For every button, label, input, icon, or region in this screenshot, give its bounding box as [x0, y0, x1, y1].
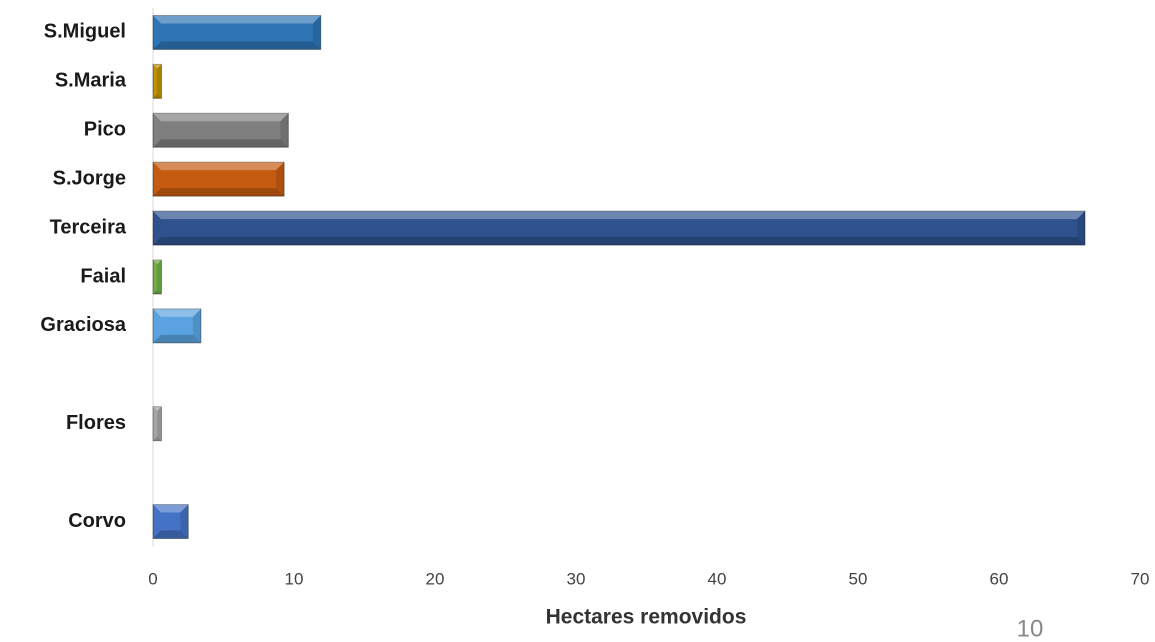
x-tick-label: 50 [849, 569, 868, 588]
bar-bevel [153, 504, 189, 513]
bar-bevel [153, 113, 289, 122]
x-tick-label: 20 [426, 569, 445, 588]
bar [152, 308, 202, 344]
bar-bevel [153, 436, 162, 441]
bar-bevel [153, 64, 162, 69]
bar-bevel [153, 188, 285, 197]
bar [152, 63, 162, 99]
bar-bevel [312, 15, 321, 50]
bar-bevel [153, 94, 162, 99]
x-tick-label: 60 [990, 569, 1009, 588]
y-tick-label: Corvo [68, 510, 126, 532]
x-tick-label: 10 [285, 569, 304, 588]
y-tick-label: Graciosa [40, 314, 126, 336]
bar-bevel [153, 289, 162, 294]
bar-bevel [153, 237, 1086, 246]
page-number: 10 [1017, 615, 1044, 642]
bar-bevel [157, 406, 162, 441]
bar-bevel [153, 41, 321, 50]
x-tick-label: 30 [567, 569, 586, 588]
x-tick-label: 40 [708, 569, 727, 588]
y-tick-label: Pico [84, 119, 126, 141]
bar-bevel [153, 15, 321, 24]
x-tick-label: 70 [1131, 569, 1150, 588]
bar [152, 504, 189, 540]
bar-bevel [157, 64, 162, 99]
bar-bevel [280, 113, 289, 148]
y-tick-label: S.Miguel [44, 21, 126, 43]
bar-bevel [1077, 211, 1086, 246]
bar [152, 406, 162, 442]
bar-bevel [153, 260, 162, 265]
bar [152, 112, 289, 148]
bar-bevel [153, 334, 201, 343]
bar-bevel [153, 308, 201, 317]
y-tick-label: Faial [80, 265, 126, 287]
y-tick-label: Terceira [50, 216, 127, 238]
x-axis-label: Hectares removidos [546, 606, 747, 629]
y-tick-label: S.Jorge [53, 167, 126, 189]
bar [152, 259, 162, 295]
bar-bevel [153, 211, 1086, 220]
x-tick-label: 0 [148, 569, 157, 588]
y-tick-label: S.Maria [55, 70, 127, 92]
bar [152, 210, 1086, 246]
bar-bevel [153, 530, 189, 539]
bar-bevel [180, 504, 189, 539]
bar [152, 161, 285, 197]
bar-bevel [153, 139, 289, 148]
bar-bevel [153, 162, 285, 171]
bar-bevel [192, 308, 201, 343]
bar [152, 14, 322, 50]
bar-bevel [276, 162, 285, 197]
bar-bevel [157, 260, 162, 294]
y-tick-label: Flores [66, 412, 126, 434]
bar-bevel [153, 406, 162, 411]
